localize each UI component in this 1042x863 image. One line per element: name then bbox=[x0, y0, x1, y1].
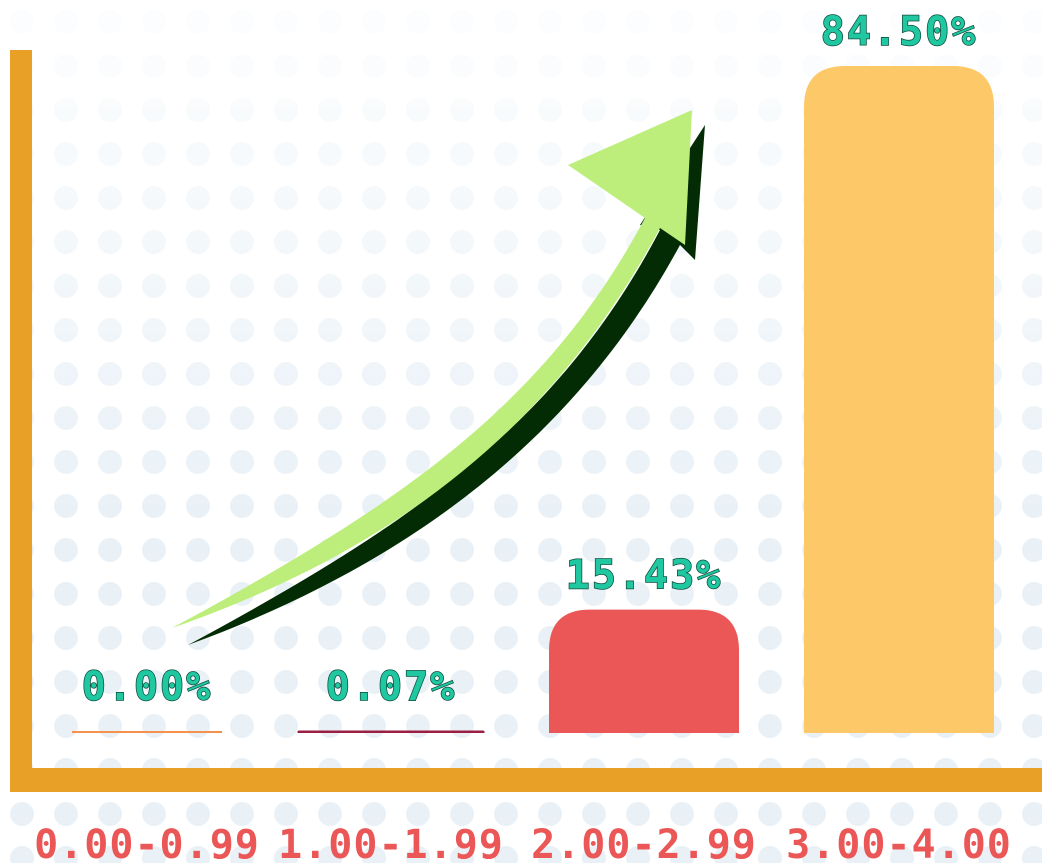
value-label: 15.43% bbox=[566, 553, 723, 599]
bar bbox=[549, 609, 739, 733]
category-label: 1.00-1.99 bbox=[278, 822, 504, 863]
y-axis bbox=[10, 50, 32, 792]
category-label: 3.00-4.00 bbox=[786, 822, 1012, 863]
value-label: 0.00% bbox=[82, 664, 212, 710]
category-label: 2.00-2.99 bbox=[531, 822, 757, 863]
bar bbox=[804, 66, 994, 733]
x-axis bbox=[10, 768, 1042, 792]
trend-arrow bbox=[172, 110, 705, 645]
bar bbox=[297, 730, 485, 733]
value-label: 0.07% bbox=[326, 664, 456, 710]
bars bbox=[72, 66, 994, 733]
category-label: 0.00-0.99 bbox=[34, 822, 260, 863]
value-label: 84.50% bbox=[821, 9, 978, 55]
